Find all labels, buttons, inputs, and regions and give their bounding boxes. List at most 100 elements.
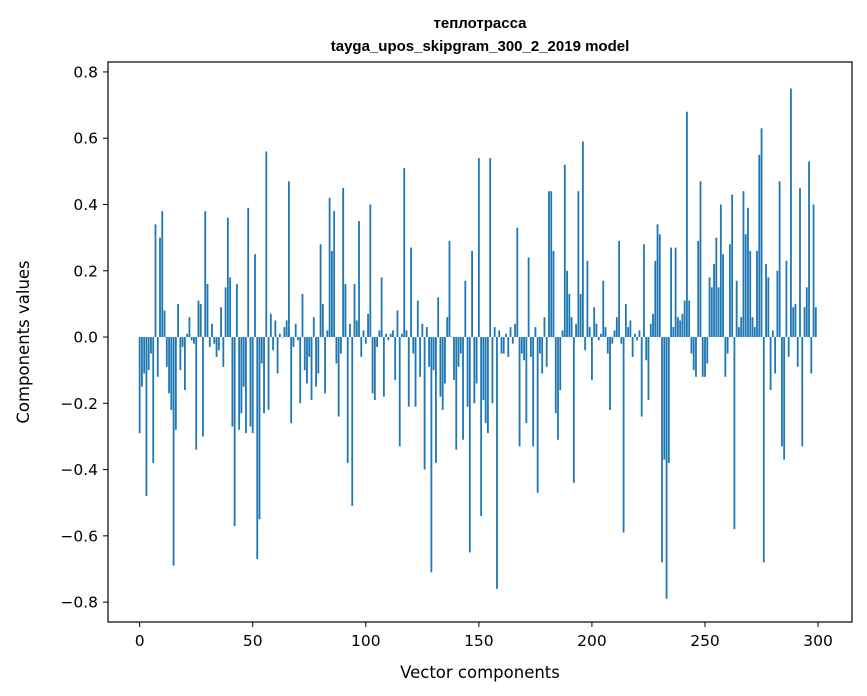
bar	[683, 300, 686, 338]
bar	[177, 303, 180, 338]
bars-group	[138, 88, 817, 599]
bar	[267, 337, 270, 410]
bar	[518, 337, 521, 447]
bar	[629, 320, 632, 338]
bar	[398, 337, 401, 447]
bar	[586, 260, 589, 338]
bar	[382, 337, 385, 397]
bar	[380, 277, 383, 338]
bar	[785, 260, 788, 338]
bar	[489, 158, 492, 338]
x-tick-label: 150	[464, 632, 494, 650]
bar	[240, 337, 243, 414]
bar	[269, 313, 272, 338]
bar	[290, 337, 293, 424]
bar	[315, 337, 317, 387]
bar	[459, 337, 462, 354]
x-tick-label: 100	[351, 632, 381, 650]
bar	[333, 211, 336, 338]
bar	[360, 337, 363, 357]
bar	[317, 337, 320, 374]
bar	[719, 204, 722, 338]
bar	[369, 204, 372, 338]
bar	[351, 337, 354, 507]
bar	[502, 337, 505, 354]
y-tick-label: 0.2	[73, 262, 98, 280]
bar	[319, 244, 322, 338]
bar	[342, 187, 345, 338]
bar	[170, 337, 173, 410]
bar	[713, 264, 715, 338]
bar	[337, 337, 340, 417]
bar	[645, 337, 648, 361]
bar	[600, 333, 602, 338]
bar	[726, 337, 729, 354]
bar	[471, 250, 473, 338]
y-tick-label: −0.4	[60, 461, 98, 479]
bar	[222, 337, 225, 367]
bar	[620, 337, 623, 344]
bar	[335, 337, 338, 364]
bar	[197, 300, 200, 338]
bar	[299, 337, 302, 404]
bar	[767, 277, 770, 338]
bar	[385, 333, 388, 338]
bar	[258, 337, 261, 520]
bar	[676, 317, 679, 338]
bar	[738, 327, 740, 338]
bar	[595, 323, 598, 338]
bar	[552, 250, 555, 338]
chart-title: теплотрасса	[434, 15, 528, 32]
bar	[396, 310, 399, 338]
bar	[681, 313, 684, 338]
bar	[387, 337, 390, 341]
bar	[477, 158, 480, 338]
bar	[771, 330, 774, 338]
bar	[435, 337, 437, 463]
bar	[500, 337, 503, 354]
bar	[328, 197, 331, 338]
bar	[147, 337, 150, 371]
bar	[190, 337, 193, 341]
bar	[790, 88, 792, 338]
bar	[692, 337, 695, 371]
bar	[154, 224, 157, 338]
bar	[446, 317, 449, 338]
bar	[742, 191, 745, 338]
bar	[156, 337, 159, 377]
bar	[688, 300, 691, 338]
bar	[674, 247, 677, 338]
bar	[661, 337, 663, 563]
bar	[679, 320, 682, 338]
x-axis-label: Vector components	[400, 663, 560, 682]
bar	[554, 337, 557, 414]
bar	[152, 337, 155, 463]
y-tick-label: 0.6	[73, 130, 98, 148]
bar	[559, 337, 562, 391]
bar	[208, 337, 211, 347]
bar	[609, 337, 611, 410]
bar	[507, 337, 510, 357]
bar	[690, 337, 693, 354]
bar	[233, 337, 236, 526]
bar	[373, 337, 376, 400]
bar	[340, 337, 342, 354]
bar	[606, 337, 609, 354]
x-tick-label: 300	[803, 632, 833, 650]
bar	[217, 337, 220, 351]
bar	[462, 337, 464, 440]
bar	[324, 337, 326, 394]
bar	[801, 337, 804, 447]
bar	[276, 337, 279, 374]
bar	[407, 337, 410, 407]
bar	[428, 337, 431, 367]
bar	[525, 337, 528, 424]
bar	[493, 327, 496, 338]
bar	[695, 337, 697, 377]
bar	[204, 211, 207, 338]
bar	[672, 327, 675, 338]
bar	[541, 337, 544, 374]
bar	[814, 307, 817, 338]
bar	[708, 277, 711, 338]
bar	[231, 337, 234, 427]
